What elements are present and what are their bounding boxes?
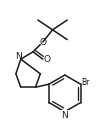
Text: N: N <box>61 111 68 121</box>
Text: O: O <box>39 38 46 47</box>
Text: N: N <box>15 52 22 61</box>
Text: Br: Br <box>81 79 90 87</box>
Text: O: O <box>44 55 51 64</box>
